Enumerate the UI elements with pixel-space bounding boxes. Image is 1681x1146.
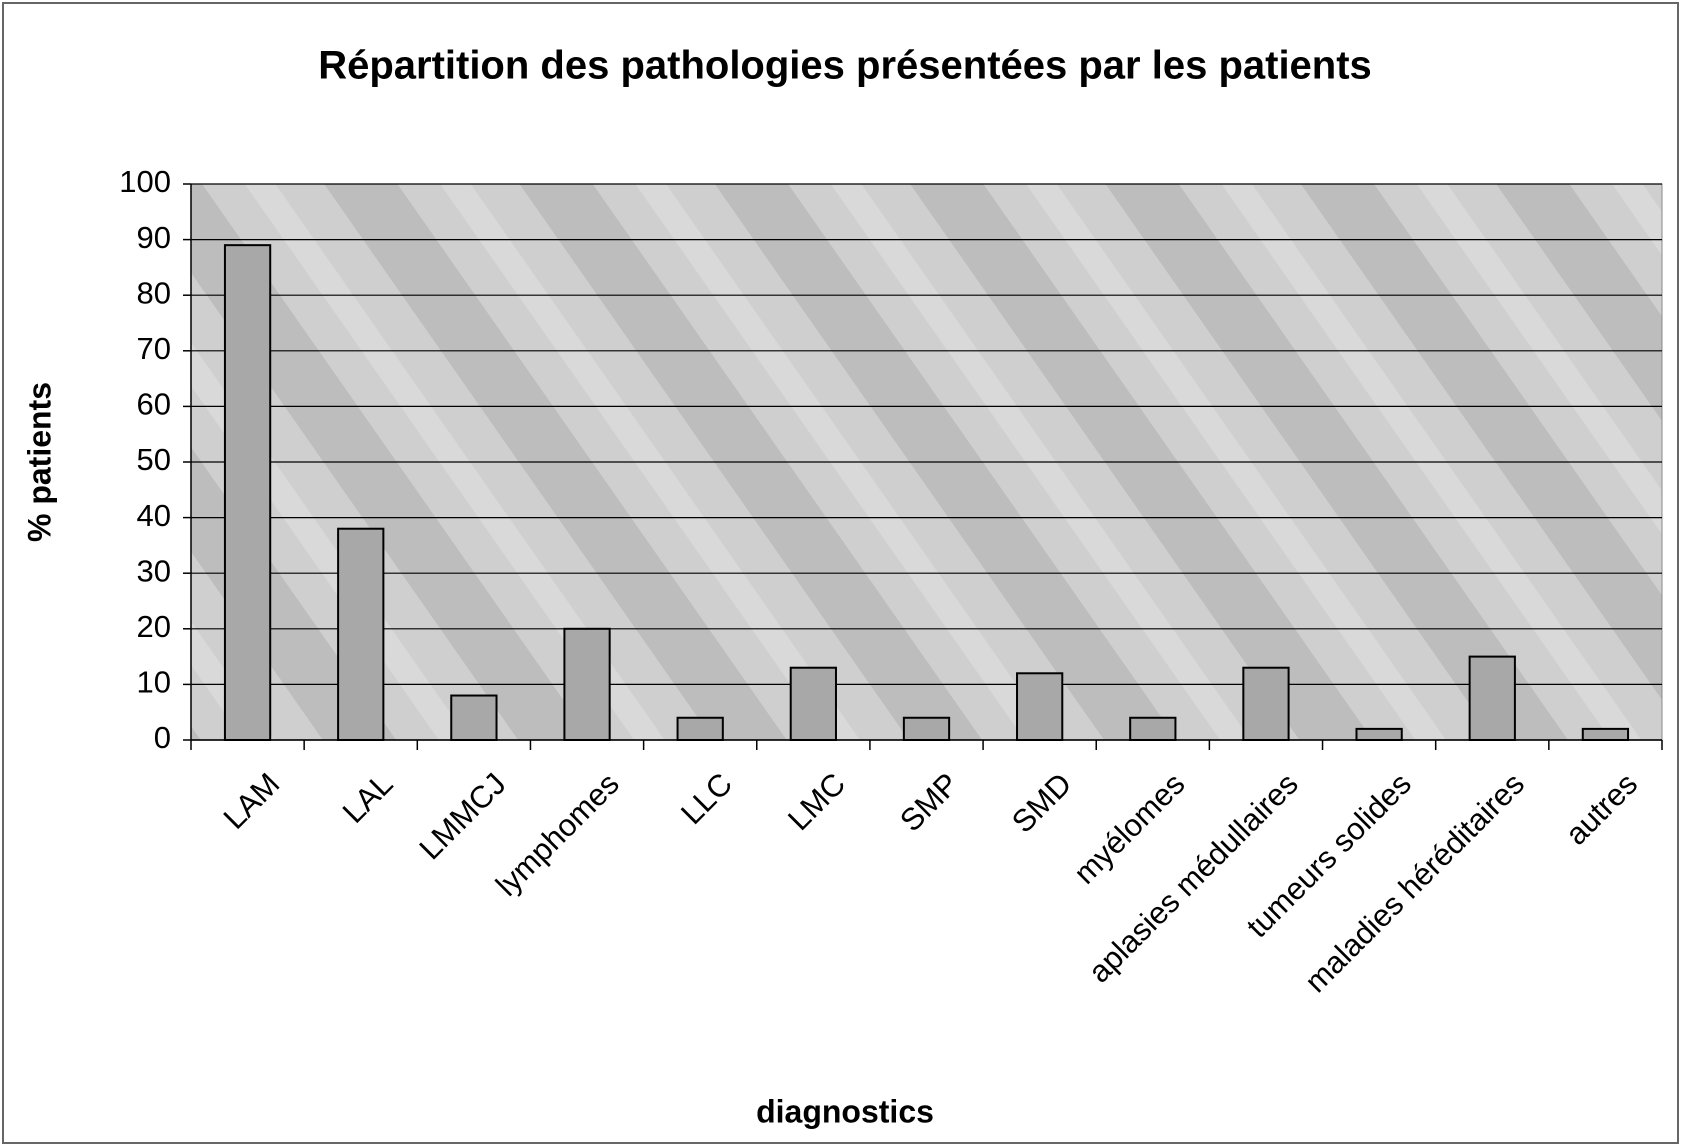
y-tick-label: 70 [137, 331, 171, 366]
y-tick-label: 100 [119, 164, 171, 199]
y-tick-label: 50 [137, 442, 171, 477]
bar [1468, 655, 1516, 741]
bar [337, 527, 385, 741]
bar [1016, 672, 1064, 742]
x-axis-label: diagnostics [756, 1093, 934, 1129]
y-tick-label: 80 [137, 275, 171, 310]
bar [902, 716, 951, 742]
bar [1242, 666, 1290, 741]
bar [789, 666, 837, 741]
bar [1129, 716, 1177, 742]
y-tick-label: 20 [137, 609, 171, 644]
y-tick-label: 10 [137, 665, 171, 700]
y-tick-label: 0 [154, 720, 171, 755]
bar [1581, 727, 1630, 742]
bar [223, 244, 272, 741]
chart-title: Répartition des pathologies présentées p… [318, 44, 1372, 88]
y-axis-label: % patients [21, 382, 57, 542]
y-tick-label: 30 [137, 553, 171, 588]
y-tick-label: 90 [137, 220, 171, 255]
y-tick-label: 40 [137, 498, 171, 533]
y-tick-label: 60 [137, 387, 171, 422]
bar [450, 694, 498, 742]
bar [563, 627, 611, 741]
bar [676, 716, 724, 742]
bar [1355, 727, 1403, 742]
